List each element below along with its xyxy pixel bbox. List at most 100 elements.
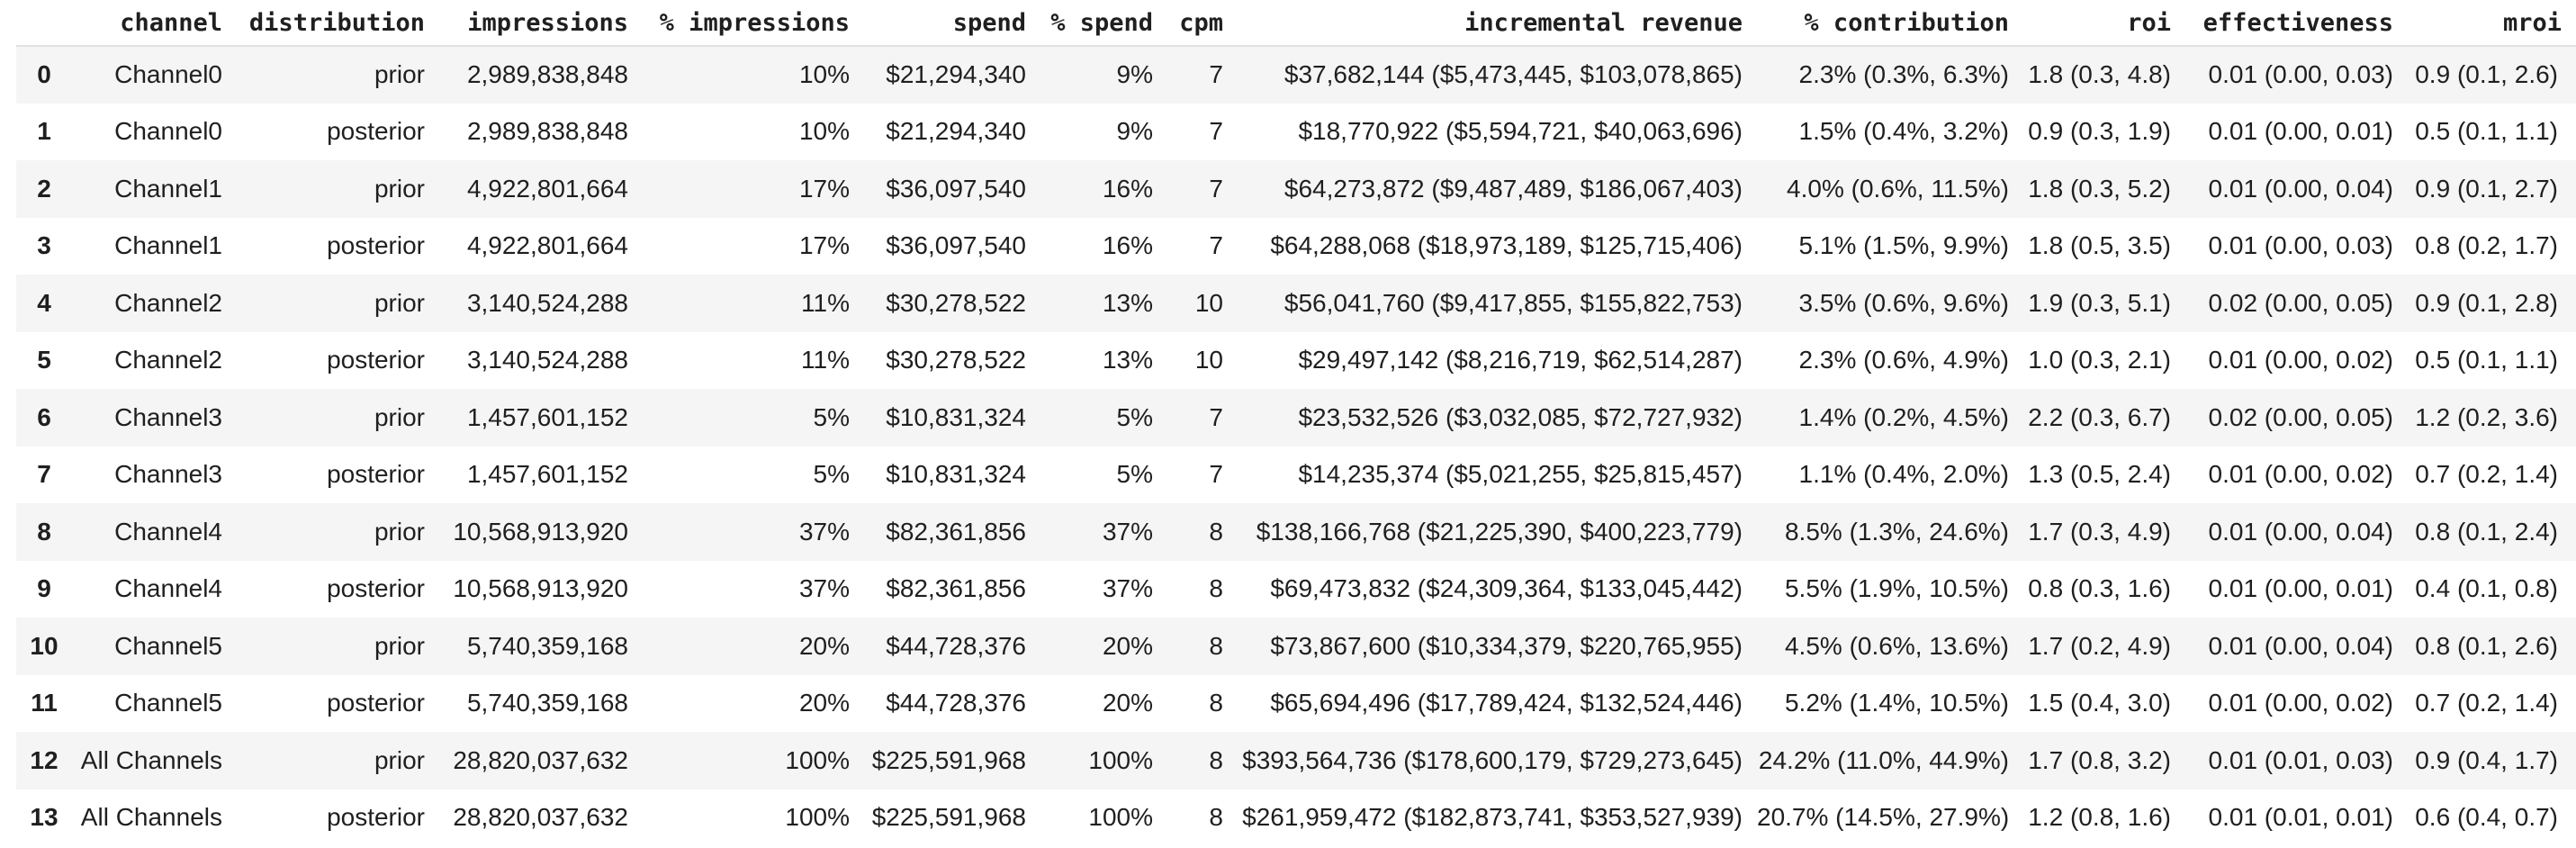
cell-incremental-revenue: $14,235,374 ($5,021,255, $25,815,457): [1298, 460, 1743, 489]
cell-channel: Channel5: [114, 631, 222, 660]
cell-pct-spend: 5%: [1116, 460, 1153, 489]
table-row: 5 Channel2 posterior 3,140,524,288 11% $30,27…: [16, 332, 2576, 390]
column-header-incremental-revenue: incremental revenue: [1238, 0, 1757, 47]
cell-pct-impressions: 10%: [798, 60, 850, 89]
cell-pct-spend: 13%: [1102, 346, 1153, 374]
cell-incremental-revenue: $23,532,526 ($3,032,085, $72,727,932): [1298, 402, 1743, 431]
column-header-pct-impressions: % impressions: [643, 0, 864, 47]
cell-pct-spend: 9%: [1116, 117, 1153, 146]
cell-distribution: posterior: [327, 460, 425, 489]
cell-incremental-revenue: $69,473,832 ($24,309,364, $133,045,442): [1270, 574, 1743, 603]
cell-roi: 1.9 (0.3, 5.1): [2028, 288, 2171, 317]
cell-cpm: 7: [1209, 174, 1223, 203]
cell-incremental-revenue: $73,867,600 ($10,334,379, $220,765,955): [1270, 631, 1743, 660]
cell-distribution: posterior: [327, 574, 425, 603]
cell-channel: Channel5: [114, 689, 222, 717]
cell-mroi: 0.5 (0.1, 1.1): [2415, 117, 2558, 146]
cell-roi: 1.5 (0.4, 3.0): [2028, 689, 2171, 717]
cell-distribution: prior: [374, 402, 425, 431]
cell-incremental-revenue: $29,497,142 ($8,216,719, $62,514,287): [1298, 346, 1743, 374]
cell-channel: Channel1: [114, 231, 222, 260]
table-row: 1 Channel0 posterior 2,989,838,848 10% $21,29…: [16, 104, 2576, 161]
column-header-roi: roi: [2023, 0, 2185, 47]
row-index: 2: [37, 174, 51, 203]
cell-impressions: 4,922,801,664: [466, 231, 628, 260]
cell-pct-impressions: 37%: [798, 517, 850, 546]
cell-pct-spend: 100%: [1088, 803, 1153, 832]
cell-pct-spend: 100%: [1088, 745, 1153, 774]
cell-effectiveness: 0.01 (0.00, 0.02): [2208, 346, 2393, 374]
table-row: 0 Channel0 prior 2,989,838,848 10% $21,294,34…: [16, 46, 2576, 104]
table-row: 8 Channel4 prior 10,568,913,920 37% $82,361,8…: [16, 503, 2576, 561]
cell-pct-contribution: 2.3% (0.3%, 6.3%): [1798, 60, 2009, 89]
cell-effectiveness: 0.01 (0.00, 0.03): [2208, 60, 2393, 89]
cell-impressions: 3,140,524,288: [466, 346, 628, 374]
cell-mroi: 0.7 (0.2, 1.4): [2415, 689, 2558, 717]
cell-impressions: 10,568,913,920: [453, 517, 628, 546]
row-index: 10: [30, 631, 59, 660]
cell-distribution: posterior: [327, 231, 425, 260]
cell-effectiveness: 0.01 (0.00, 0.04): [2208, 631, 2393, 660]
cell-cpm: 8: [1209, 689, 1223, 717]
row-index: 8: [37, 517, 51, 546]
cell-roi: 1.2 (0.8, 1.6): [2028, 803, 2171, 832]
cell-roi: 1.8 (0.3, 4.8): [2028, 60, 2171, 89]
row-index: 6: [37, 402, 51, 431]
cell-pct-contribution: 1.1% (0.4%, 2.0%): [1798, 460, 2009, 489]
cell-mroi: 0.8 (0.1, 2.6): [2415, 631, 2558, 660]
cell-roi: 1.7 (0.2, 4.9): [2028, 631, 2171, 660]
cell-roi: 1.8 (0.5, 3.5): [2028, 231, 2171, 260]
cell-incremental-revenue: $64,288,068 ($18,973,189, $125,715,406): [1270, 231, 1743, 260]
column-header-cpm: cpm: [1167, 0, 1238, 47]
table-row: 7 Channel3 posterior 1,457,601,152 5% $10,831…: [16, 447, 2576, 504]
cell-spend: $21,294,340: [886, 60, 1026, 89]
header-row: channel distribution impressions% impressi…: [16, 0, 2576, 47]
cell-pct-impressions: 17%: [798, 174, 850, 203]
cell-mroi: 0.9 (0.1, 2.6): [2415, 60, 2558, 89]
cell-spend: $82,361,856: [886, 574, 1026, 603]
table-row: 3 Channel1 posterior 4,922,801,664 17% $36,09…: [16, 218, 2576, 275]
cell-distribution: prior: [374, 174, 425, 203]
cell-distribution: prior: [374, 60, 425, 89]
cell-channel: All Channels: [80, 745, 222, 774]
row-index: 3: [37, 231, 51, 260]
column-header-pct-contribution: % contribution: [1757, 0, 2023, 47]
cell-pct-contribution: 24.2% (11.0%, 44.9%): [1758, 745, 2009, 774]
cell-impressions: 4,922,801,664: [466, 174, 628, 203]
cell-pct-contribution: 5.1% (1.5%, 9.9%): [1798, 231, 2009, 260]
cell-cpm: 7: [1209, 117, 1223, 146]
row-index: 0: [37, 60, 51, 89]
row-index: 5: [37, 346, 51, 374]
cell-incremental-revenue: $65,694,496 ($17,789,424, $132,524,446): [1270, 689, 1743, 717]
cell-distribution: prior: [374, 288, 425, 317]
cell-incremental-revenue: $56,041,760 ($9,417,855, $155,822,753): [1283, 288, 1743, 317]
cell-impressions: 2,989,838,848: [466, 117, 628, 146]
cell-pct-impressions: 10%: [798, 117, 850, 146]
cell-pct-impressions: 100%: [785, 745, 850, 774]
cell-pct-impressions: 20%: [798, 631, 850, 660]
cell-pct-contribution: 20.7% (14.5%, 27.9%): [1757, 803, 2010, 832]
cell-cpm: 7: [1209, 460, 1223, 489]
cell-impressions: 1,457,601,152: [466, 460, 628, 489]
cell-spend: $36,097,540: [886, 174, 1026, 203]
cell-pct-spend: 9%: [1116, 60, 1153, 89]
cell-spend: $10,831,324: [886, 460, 1026, 489]
cell-pct-contribution: 4.0% (0.6%, 11.5%): [1787, 174, 2009, 203]
table-row: 11 Channel5 posterior 5,740,359,168 20% $44,7…: [16, 675, 2576, 733]
cell-channel: Channel4: [114, 517, 222, 546]
cell-effectiveness: 0.01 (0.00, 0.02): [2208, 460, 2393, 489]
cell-effectiveness: 0.01 (0.00, 0.03): [2208, 231, 2393, 260]
cell-pct-impressions: 11%: [801, 288, 850, 317]
cell-spend: $30,278,522: [886, 346, 1026, 374]
cell-distribution: prior: [374, 517, 425, 546]
cell-channel: Channel3: [114, 460, 222, 489]
cell-spend: $30,278,522: [886, 288, 1026, 317]
cell-mroi: 0.7 (0.2, 1.4): [2415, 460, 2558, 489]
cell-effectiveness: 0.01 (0.00, 0.02): [2208, 689, 2393, 717]
cell-cpm: 8: [1209, 631, 1223, 660]
cell-cpm: 10: [1194, 288, 1223, 317]
cell-spend: $36,097,540: [886, 231, 1026, 260]
cell-distribution: posterior: [327, 689, 425, 717]
cell-incremental-revenue: $138,166,768 ($21,225,390, $400,223,779): [1256, 517, 1743, 546]
cell-channel: Channel4: [114, 574, 222, 603]
